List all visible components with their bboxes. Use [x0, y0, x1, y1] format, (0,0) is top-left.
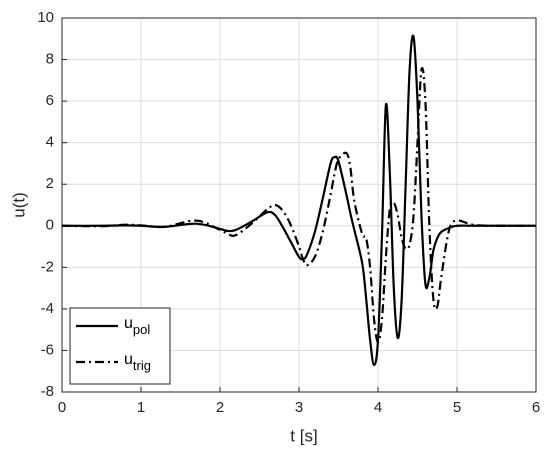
y-tick-label: 6: [46, 92, 54, 109]
y-tick-label: 2: [46, 175, 54, 192]
data-line: [61, 67, 537, 344]
x-tick-label: 1: [137, 399, 145, 416]
legend-name: u: [124, 315, 133, 332]
legend-box: [69, 307, 171, 385]
legend-subscript: pol: [133, 322, 150, 337]
x-tick-label: 2: [216, 399, 224, 416]
x-tick-label: 0: [58, 399, 66, 416]
legend-label: utrig: [124, 351, 151, 373]
y-tick-label: 4: [46, 134, 54, 151]
y-tick-label: 10: [37, 9, 54, 26]
x-tick-label: 4: [374, 399, 382, 416]
x-axis-label: t [s]: [290, 426, 317, 445]
x-tick-label: 5: [453, 399, 461, 416]
y-tick-label: 0: [46, 217, 54, 234]
legend-label: upol: [124, 315, 150, 337]
x-tick-label: 3: [295, 399, 303, 416]
legend-subscript: trig: [133, 358, 151, 373]
y-axis-label: u(t): [9, 192, 28, 218]
y-tick-label: -4: [41, 300, 54, 317]
legend-name: u: [124, 351, 133, 368]
y-tick-label: -6: [41, 341, 54, 358]
y-tick-label: 8: [46, 51, 54, 68]
y-tick-label: -8: [41, 383, 54, 400]
y-tick-label: -2: [41, 258, 54, 275]
x-tick-label: 6: [532, 399, 540, 416]
data-line: [61, 34, 536, 367]
plot-frame: [61, 17, 537, 393]
